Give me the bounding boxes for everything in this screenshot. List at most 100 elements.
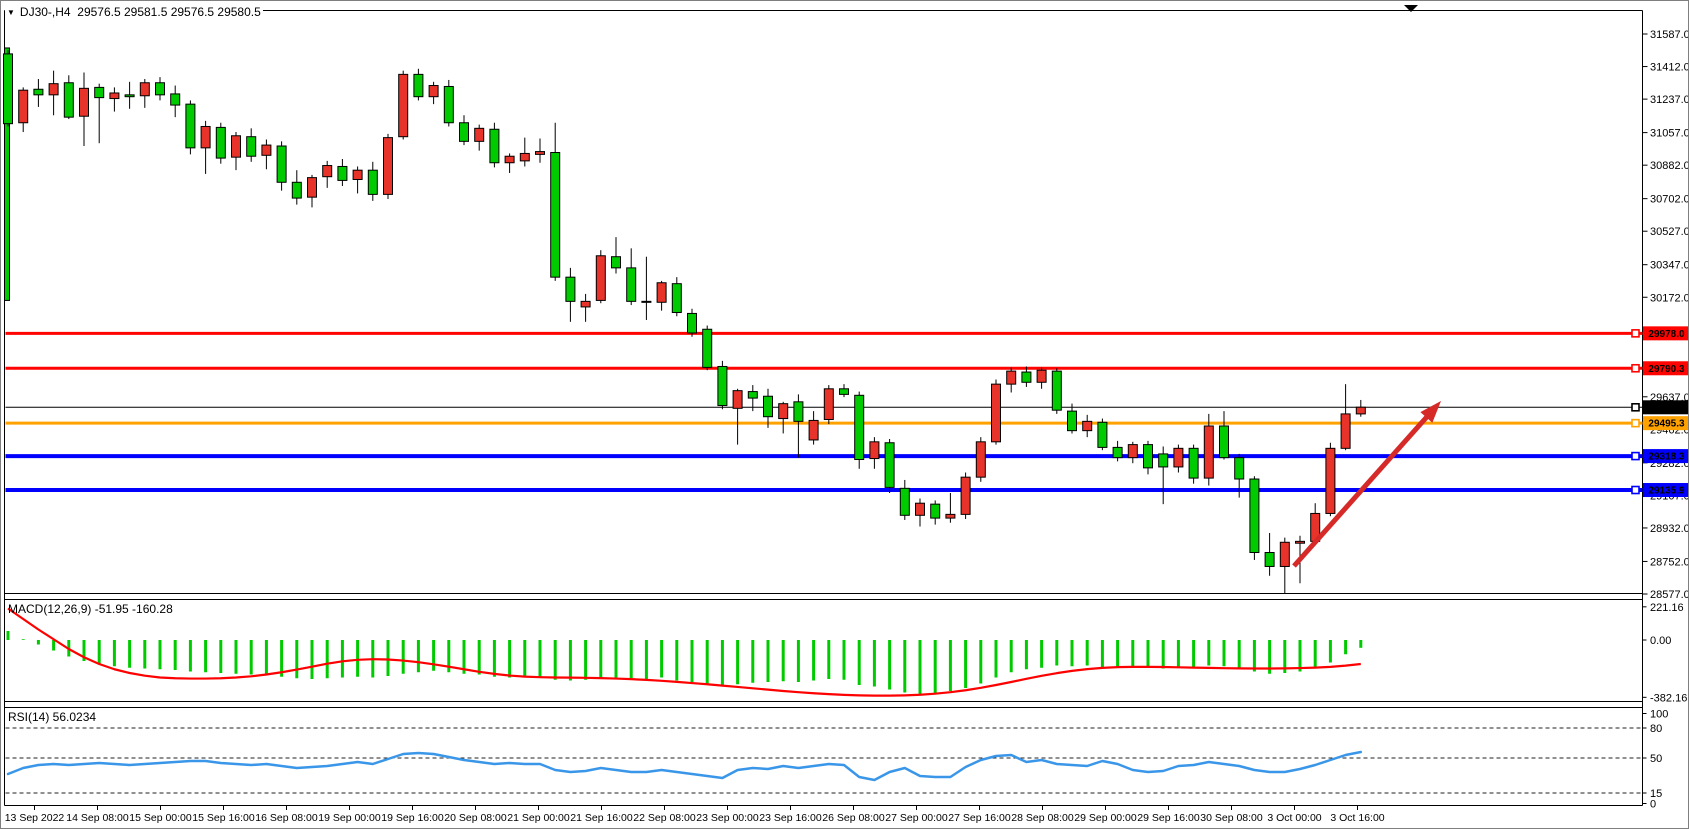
svg-text:30702.0: 30702.0 (1650, 194, 1689, 206)
candle (899, 487, 910, 516)
line-handle[interactable] (1631, 451, 1640, 461)
candle (459, 122, 469, 142)
candle (1127, 444, 1138, 459)
svg-text:19 Sep 16:00: 19 Sep 16:00 (381, 812, 444, 824)
svg-text:27 Sep 16:00: 27 Sep 16:00 (948, 812, 1011, 824)
pane-frames (4, 10, 1643, 806)
svg-text:29 Sep 16:00: 29 Sep 16:00 (1137, 812, 1200, 824)
rsi-indicator-label: RSI(14) 56.0234 (8, 710, 97, 724)
svg-text:3 Oct 16:00: 3 Oct 16:00 (1330, 812, 1384, 824)
candle (656, 282, 667, 303)
candle (641, 300, 652, 303)
candle (352, 169, 363, 180)
svg-text:29580.5: 29580.5 (1648, 403, 1685, 414)
candle (611, 256, 621, 269)
svg-text:29318.3: 29318.3 (1648, 452, 1685, 463)
candle (1219, 425, 1229, 459)
candle (1067, 410, 1077, 432)
candle (687, 312, 697, 334)
line-handle[interactable] (1631, 418, 1640, 428)
svg-text:23 Sep 16:00: 23 Sep 16:00 (759, 812, 822, 824)
candle (215, 126, 226, 159)
svg-text:100: 100 (1650, 709, 1668, 721)
svg-text:29790.3: 29790.3 (1648, 364, 1685, 375)
candle (489, 128, 500, 164)
svg-text:20 Sep 08:00: 20 Sep 08:00 (444, 812, 507, 824)
candle (291, 181, 302, 199)
svg-text:21 Sep 16:00: 21 Sep 16:00 (570, 812, 633, 824)
candle (915, 502, 925, 516)
price-badge-29790.3[interactable] (1643, 361, 1689, 376)
candle (869, 441, 880, 460)
candle (763, 395, 773, 418)
candle (398, 73, 409, 138)
candle (550, 152, 561, 278)
candle (428, 85, 439, 98)
candle (1143, 444, 1153, 469)
svg-text:30527.0: 30527.0 (1650, 226, 1689, 238)
candle (1173, 447, 1184, 468)
candle (1158, 453, 1169, 468)
svg-text:14 Sep 08:00: 14 Sep 08:00 (66, 812, 129, 824)
svg-text:0.00: 0.00 (1650, 635, 1671, 647)
svg-text:26 Sep 08:00: 26 Sep 08:00 (822, 812, 885, 824)
candle (1021, 371, 1032, 383)
candle (307, 177, 317, 198)
candle (565, 276, 576, 302)
candle (991, 383, 1001, 443)
candle (337, 165, 348, 181)
chart-shift-marker-icon[interactable] (1404, 5, 1418, 12)
candle (63, 82, 74, 118)
candle (535, 151, 545, 155)
candle (1249, 478, 1260, 554)
svg-text:29495.3: 29495.3 (1648, 419, 1685, 430)
price-badge-29580.5[interactable] (1643, 400, 1689, 415)
candle (246, 136, 257, 157)
candle (854, 394, 865, 460)
svg-text:15 Sep 00:00: 15 Sep 00:00 (129, 812, 192, 824)
candle (1203, 425, 1214, 479)
line-handle[interactable] (1631, 329, 1640, 338)
candle (170, 93, 181, 106)
svg-text:23 Sep 00:00: 23 Sep 00:00 (696, 812, 759, 824)
candle (1234, 457, 1245, 480)
svg-text:31237.0: 31237.0 (1650, 94, 1689, 106)
candle (945, 513, 956, 519)
svg-text:16 Sep 08:00: 16 Sep 08:00 (255, 812, 318, 824)
price-lines[interactable] (5, 331, 1643, 493)
svg-text:3 Oct 00:00: 3 Oct 00:00 (1267, 812, 1321, 824)
candle (1340, 413, 1351, 449)
rsi-line (6, 750, 1363, 782)
candle (3, 53, 13, 125)
price-badge-29495.3[interactable] (1643, 416, 1689, 431)
candle (1188, 447, 1199, 479)
svg-text:28 Sep 08:00: 28 Sep 08:00 (1011, 812, 1074, 824)
candle (504, 155, 515, 164)
candle (443, 85, 454, 124)
candle (139, 82, 150, 97)
candle (155, 82, 165, 96)
candle (1264, 552, 1275, 567)
candle (823, 388, 834, 420)
line-handle[interactable] (1631, 363, 1640, 373)
symbol-title-row[interactable]: ▼ DJ30-,H4 29576.5 29581.5 29576.5 29580.… (5, 5, 263, 20)
candle (778, 403, 789, 420)
candle (276, 145, 287, 183)
line-handle[interactable] (1631, 403, 1640, 412)
candle (626, 267, 637, 302)
candle (1279, 541, 1290, 567)
price-badge-29978.0[interactable] (1643, 326, 1689, 341)
price-badges: 29978.0 29790.3 29580.5 29495.3 29318.3 29135… (1631, 326, 1689, 498)
price-badge-29318.3[interactable] (1643, 449, 1689, 464)
candle (1325, 447, 1336, 514)
candle (1355, 406, 1366, 415)
macd-signal-line (7, 607, 1361, 697)
trend-arrow[interactable] (1292, 401, 1441, 568)
candle (322, 165, 333, 178)
svg-text:29 Sep 00:00: 29 Sep 00:00 (1074, 812, 1137, 824)
line-handle[interactable] (1631, 485, 1640, 495)
symbol-dropdown-icon[interactable]: ▼ (7, 8, 15, 17)
price-badge-29135.9[interactable] (1643, 483, 1689, 498)
